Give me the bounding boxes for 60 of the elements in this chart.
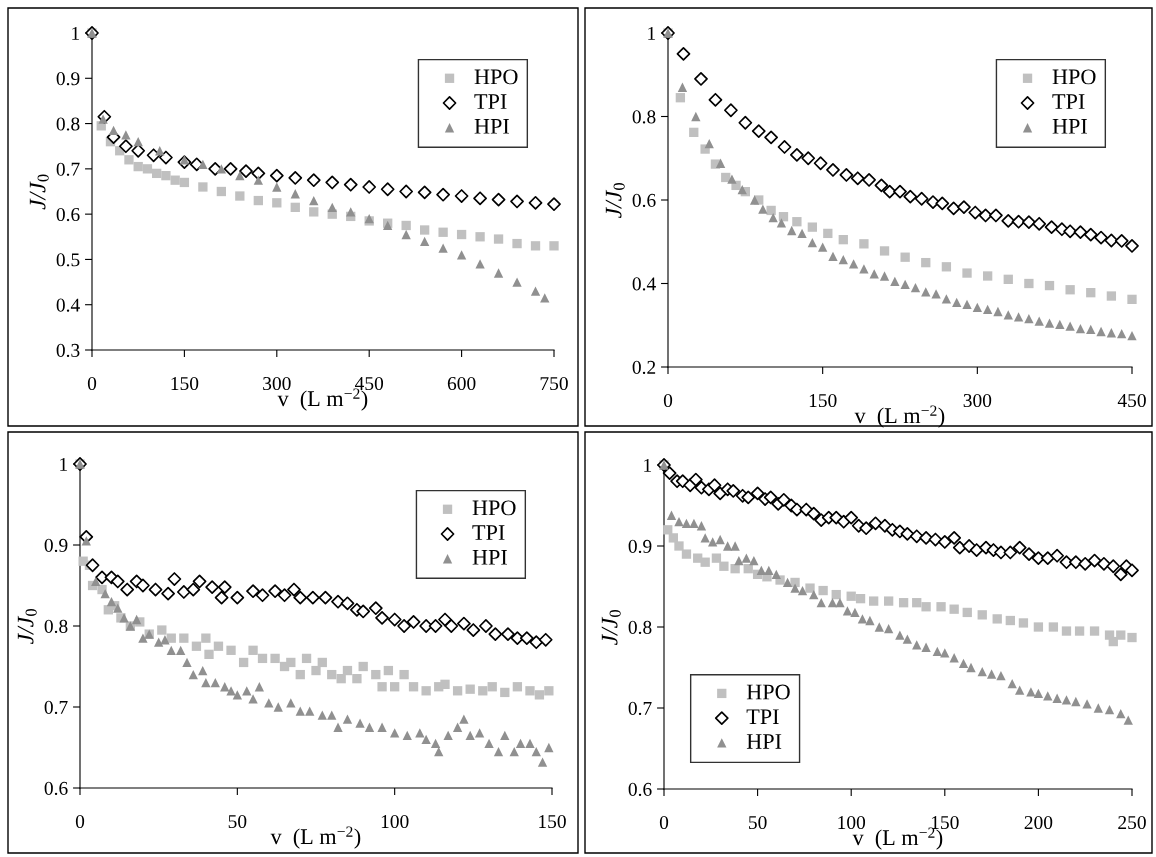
legend-label: HPI: [472, 550, 508, 565]
legend-label: TPI: [746, 709, 779, 724]
y-tick-label: 0.9: [44, 538, 68, 553]
y-tick-label: 0.5: [56, 253, 80, 267]
y-tick-label: 0.3: [56, 343, 80, 358]
legend-label: HPI: [474, 119, 510, 134]
x-tick-label: 150: [809, 393, 837, 408]
y-tick-label: 0.8: [56, 117, 80, 131]
y-axis-title: J/J$_{0}$: [605, 182, 625, 218]
x-tick-label: 0: [659, 815, 669, 830]
x-tick-label: 300: [963, 393, 992, 408]
x-tick-label: 100: [381, 814, 409, 829]
y-tick-label: 0.8: [632, 110, 656, 124]
y-tick-label: 0.6: [632, 193, 656, 208]
x-axis-title: v (L m$^{−2}$): [854, 405, 945, 428]
y-tick-label: 0.4: [632, 277, 656, 291]
y-tick-label: 0.2: [632, 360, 656, 375]
y-axis-title: J/J$_{0}$: [601, 609, 621, 645]
y-tick-label: 0.6: [628, 782, 652, 797]
y-tick-label: 0.7: [628, 701, 652, 716]
y-axis-title: J/J$_{0}$: [17, 608, 37, 644]
x-tick-label: 0: [87, 376, 97, 391]
x-tick-label: 50: [749, 815, 767, 830]
x-tick-label: 50: [228, 814, 247, 829]
y-axis-title: J/J$_{0}$: [29, 174, 49, 210]
legend-label: HPO: [746, 684, 790, 700]
y-tick-label: 0.7: [44, 700, 68, 715]
y-tick-label: 1: [72, 26, 80, 40]
legend-label: TPI: [472, 525, 505, 540]
x-tick-label: 450: [355, 376, 384, 391]
y-tick-label: 0.4: [56, 298, 80, 312]
x-tick-label: 100: [838, 815, 866, 830]
x-tick-label: 300: [263, 376, 291, 391]
x-tick-label: 0: [663, 393, 673, 408]
y-tick-label: 0.9: [56, 72, 80, 86]
x-tick-label: 0: [75, 814, 85, 829]
x-tick-label: 150: [539, 814, 566, 829]
legend-label: HPO: [1052, 69, 1096, 85]
y-tick-label: 1: [644, 458, 652, 472]
legend-label: HPI: [746, 734, 782, 749]
x-tick-label: 200: [1024, 815, 1053, 830]
x-tick-label: 450: [1117, 393, 1146, 408]
y-tick-label: 0.8: [44, 619, 68, 634]
y-tick-label: 0.6: [44, 781, 68, 796]
y-tick-label: 1: [648, 26, 656, 40]
x-axis-title: v (L m$^{−2}$): [270, 826, 361, 849]
x-tick-label: 750: [540, 376, 568, 391]
y-tick-label: 0.6: [56, 207, 80, 222]
y-tick-label: 0.7: [56, 162, 80, 176]
y-tick-label: 0.9: [628, 539, 652, 554]
x-tick-label: 250: [1118, 815, 1146, 830]
legend-label: HPO: [474, 69, 518, 85]
legend-label: TPI: [474, 94, 507, 109]
y-tick-label: 0.8: [628, 620, 652, 635]
legend-label: HPI: [1052, 119, 1088, 134]
y-tick-label: 1: [60, 457, 68, 471]
x-tick-label: 150: [171, 376, 199, 391]
legend-label: HPO: [472, 500, 516, 516]
legend-label: TPI: [1052, 94, 1085, 109]
x-tick-label: 600: [447, 376, 476, 391]
